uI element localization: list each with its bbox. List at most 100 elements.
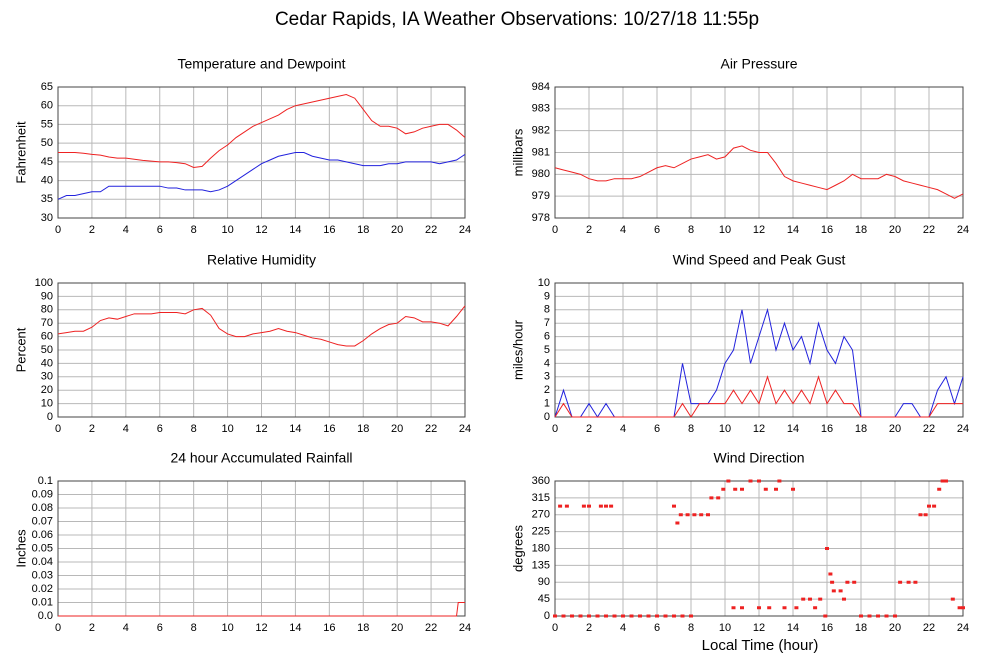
y-tick-label: 50: [41, 137, 53, 149]
data-point: [825, 547, 829, 550]
data-point: [672, 614, 676, 618]
y-tick-label: 80: [41, 304, 53, 316]
x-tick-label: 22: [425, 224, 437, 236]
data-point: [604, 614, 608, 618]
x-tick-label: 12: [255, 423, 267, 435]
y-tick-label: 5: [544, 344, 550, 356]
plot-frame: [554, 282, 964, 418]
y-axis-label: Fahrenheit: [13, 121, 28, 184]
x-tick-label: 14: [787, 224, 799, 236]
data-point: [595, 614, 600, 618]
data-point: [587, 504, 591, 508]
y-tick-label: 0.07: [32, 515, 53, 527]
x-tick-label: 2: [89, 423, 95, 435]
data-point: [818, 597, 823, 601]
data-point: [570, 614, 574, 618]
y-tick-label: 0.02: [32, 583, 53, 595]
data-line: [554, 145, 964, 199]
x-tick-label: 14: [289, 224, 301, 236]
y-tick-label: 0.04: [32, 556, 53, 568]
x-tick-label: 24: [459, 423, 471, 435]
x-tick-label: 16: [821, 622, 833, 634]
y-tick-label: 180: [532, 542, 550, 554]
y-axis-label: Inches: [13, 529, 28, 568]
data-point: [689, 614, 693, 618]
x-tick-label: 22: [425, 423, 437, 435]
x-tick-label: 6: [654, 622, 660, 634]
data-point: [646, 614, 651, 618]
x-tick-label: 6: [654, 423, 660, 435]
y-tick-label: 2: [544, 384, 550, 396]
x-tick-label: 2: [89, 622, 95, 634]
y-tick-label: 0.09: [32, 488, 53, 500]
y-tick-label: 0: [544, 411, 550, 423]
data-point: [932, 504, 937, 508]
data-point: [740, 606, 744, 610]
x-tick-label: 4: [123, 622, 129, 634]
data-point: [655, 614, 659, 618]
y-tick-label: 978: [532, 212, 550, 224]
y-tick-label: 40: [41, 357, 53, 369]
data-point: [940, 479, 945, 483]
x-tick-label: 14: [289, 622, 301, 634]
data-point: [782, 606, 787, 610]
x-tick-label: 14: [289, 423, 301, 435]
chart-title: Relative Humidity: [207, 252, 316, 268]
x-tick-label: 18: [855, 423, 867, 435]
x-tick-label: 22: [425, 622, 437, 634]
data-point: [898, 580, 903, 584]
data-point: [609, 504, 614, 508]
data-point: [884, 614, 889, 618]
page-title: Cedar Rapids, IA Weather Observations: 1…: [275, 9, 759, 30]
data-point: [706, 513, 710, 517]
data-point: [913, 580, 918, 584]
data-point: [598, 504, 603, 508]
data-point: [950, 597, 955, 601]
x-tick-label: 16: [821, 423, 833, 435]
x-tick-label: 16: [821, 224, 833, 236]
x-tick-label: 18: [855, 224, 867, 236]
data-point: [564, 504, 569, 508]
x-tick-label: 12: [753, 224, 765, 236]
x-tick-label: 8: [688, 622, 694, 634]
x-tick-label: 12: [753, 423, 765, 435]
y-axis-label: millibars: [510, 128, 525, 176]
data-point: [716, 496, 721, 500]
y-tick-label: 9: [544, 290, 550, 302]
data-point: [906, 580, 911, 584]
y-tick-label: 8: [544, 304, 550, 316]
y-tick-label: 70: [41, 317, 53, 329]
y-tick-label: 135: [532, 559, 550, 571]
data-point: [767, 606, 772, 610]
y-axis-label: degrees: [510, 525, 525, 572]
y-axis-label: miles/hour: [510, 319, 525, 380]
x-tick-label: 12: [255, 622, 267, 634]
data-point: [672, 504, 676, 508]
data-point: [961, 606, 965, 610]
data-point: [699, 513, 704, 517]
data-point: [813, 606, 818, 610]
x-tick-label: 22: [923, 224, 935, 236]
data-line: [58, 602, 465, 617]
x-tick-label: 4: [123, 224, 129, 236]
x-tick-label: 12: [255, 224, 267, 236]
x-tick-label: 14: [787, 423, 799, 435]
y-tick-label: 20: [41, 384, 53, 396]
data-point: [831, 589, 836, 593]
data-point: [763, 487, 768, 491]
x-tick-label: 16: [323, 423, 335, 435]
data-line: [554, 375, 963, 418]
x-tick-label: 0: [55, 423, 61, 435]
y-tick-label: 225: [532, 526, 550, 538]
y-tick-label: 0.03: [32, 569, 53, 581]
data-point: [923, 513, 928, 517]
data-line: [57, 152, 466, 200]
x-tick-label: 0: [552, 622, 558, 634]
data-point: [808, 597, 812, 601]
data-point: [733, 487, 738, 491]
data-point: [937, 487, 942, 491]
x-tick-label: 8: [688, 423, 694, 435]
x-tick-label: 20: [889, 622, 901, 634]
x-tick-label: 6: [157, 423, 163, 435]
